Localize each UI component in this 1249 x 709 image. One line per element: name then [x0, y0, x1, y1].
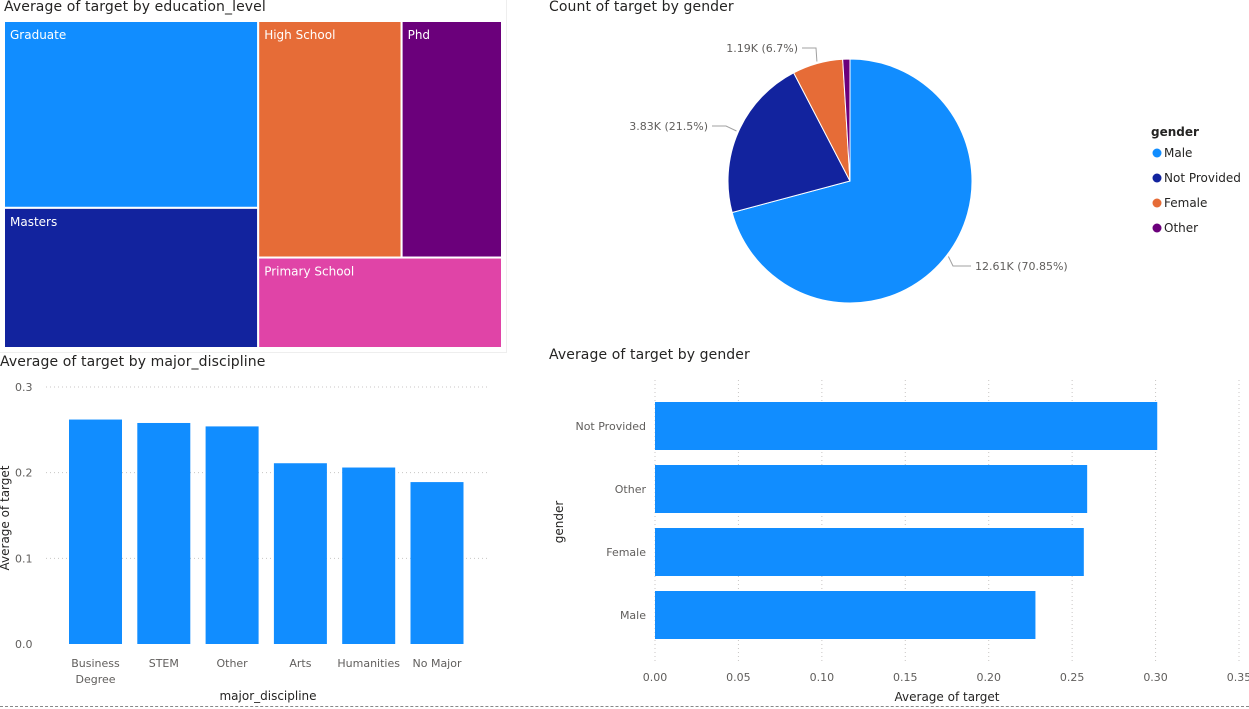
bar-visual[interactable]: Average of target by major_discipline 0.… [0, 352, 500, 706]
treemap-tile-high-school[interactable] [257, 20, 403, 259]
hbar-visual[interactable]: Average of target by gender 0.00 0.05 0.10… [540, 344, 1249, 706]
pie-title: Count of target by gender [549, 0, 734, 15]
bar-x-tick-label-arts: Arts [289, 657, 311, 670]
hbar-x-tick-label: 0.20 [976, 671, 1001, 684]
pie-leader-female [802, 47, 818, 62]
page-bottom-border [0, 706, 1249, 707]
pie-legend-marker-not-provided [1152, 173, 1162, 183]
bar-x-tick-label-no-major: No Major [413, 657, 462, 670]
hbar-x-tick-label: 0.25 [1060, 671, 1085, 684]
bar-y-tick-label: 0.1 [15, 552, 33, 565]
bar-arts[interactable] [273, 463, 327, 644]
pie-visual[interactable]: Count of target by gender 12.61K (70.85%… [540, 0, 1249, 340]
treemap-tile-masters[interactable] [3, 206, 260, 349]
bar-x-tick-label-business-degree: Business [71, 657, 120, 670]
bar-x-axis-title: major_discipline [219, 689, 316, 703]
hbar-chart[interactable]: 0.00 0.05 0.10 0.15 0.20 0.25 0.30 0.35 Not Prov… [540, 344, 1249, 706]
hbar-y-tick-label-not-provided: Not Provided [575, 420, 646, 433]
pie-legend-marker-male [1152, 148, 1162, 158]
hbar-y-tick-label-female: Female [606, 546, 646, 559]
hbar-bar-other[interactable] [655, 465, 1088, 513]
bar-x-tick-label-other: Other [216, 657, 248, 670]
bar-no-major[interactable] [410, 482, 464, 644]
treemap-title: Average of target by education_level [4, 0, 266, 15]
treemap-tile-phd[interactable] [400, 20, 504, 259]
hbar-x-tick-label: 0.10 [810, 671, 835, 684]
pie-data-label-not-provided: 3.83K (21.5%) [629, 120, 708, 133]
pie-legend-item-female[interactable]: Female [1164, 196, 1207, 210]
pie-data-label-male: 12.61K (70.85%) [975, 260, 1068, 273]
bar-x-tick-label-stem: STEM [149, 657, 179, 670]
pie-legend-item-male[interactable]: Male [1164, 146, 1192, 160]
hbar-x-tick-label: 0.00 [643, 671, 668, 684]
bar-business-degree[interactable] [69, 419, 122, 644]
treemap-label-primary-school: Primary School [264, 265, 354, 279]
hbar-title: Average of target by gender [549, 347, 750, 363]
hbar-y-tick-label-male: Male [620, 609, 646, 622]
hbar-x-tick-label: 0.30 [1143, 671, 1168, 684]
hbar-bar-not-provided[interactable] [655, 402, 1158, 450]
treemap-label-masters: Masters [10, 215, 57, 229]
hbar-y-tick-label-other: Other [615, 483, 647, 496]
hbar-x-tick-label: 0.05 [726, 671, 751, 684]
treemap-tile-primary-school[interactable] [257, 256, 503, 349]
pie-chart[interactable]: 12.61K (70.85%) 3.83K (21.5%) 1.19K (6.7%)… [540, 0, 1249, 340]
hbar-x-tick-label: 0.35 [1227, 671, 1249, 684]
hbar-x-tick-label: 0.15 [893, 671, 918, 684]
treemap-chart[interactable]: Graduate Masters High School Phd Primary Sch… [0, 0, 506, 352]
pie-leader-male [947, 256, 971, 267]
pie-legend-title: gender [1151, 125, 1199, 139]
treemap-visual[interactable]: Average of target by education_level Gra… [0, 0, 506, 352]
hbar-x-axis-title: Average of target [895, 690, 1000, 704]
treemap-tile-graduate[interactable] [3, 20, 260, 209]
pie-slice-male[interactable] [731, 58, 973, 304]
hbar-y-axis-title: gender [552, 501, 566, 544]
pie-slice-other[interactable] [842, 58, 851, 182]
pie-legend-item-not-provided[interactable]: Not Provided [1164, 171, 1241, 185]
bar-other[interactable] [205, 426, 259, 644]
hbar-bar-female[interactable] [655, 528, 1084, 576]
treemap-label-high-school: High School [264, 28, 335, 42]
treemap-label-phd: Phd [408, 28, 430, 42]
pie-data-label-female: 1.19K (6.7%) [726, 42, 798, 55]
pie-legend-marker-other [1152, 223, 1162, 233]
pie-legend-marker-female [1152, 198, 1162, 208]
bar-stem[interactable] [137, 422, 191, 644]
pie-leader-not-provided [712, 125, 737, 132]
bar-y-tick-label: 0.0 [15, 638, 33, 651]
pie-legend-item-other[interactable]: Other [1164, 221, 1198, 235]
bar-x-tick-label-business-degree: Degree [75, 673, 115, 686]
pie-slice-not-provided[interactable] [727, 72, 851, 214]
treemap-label-graduate: Graduate [10, 28, 66, 42]
bar-y-tick-label: 0.2 [15, 467, 33, 480]
bar-y-tick-label: 0.3 [15, 381, 33, 394]
bar-y-axis-title: Average of target [0, 465, 12, 570]
bar-humanities[interactable] [342, 467, 396, 644]
bar-chart[interactable]: 0.0 0.1 0.2 0.3 Business Degree STEM Other Arts H… [0, 352, 500, 706]
hbar-bar-male[interactable] [655, 591, 1036, 639]
bar-title: Average of target by major_discipline [0, 354, 266, 370]
bar-x-tick-label-humanities: Humanities [337, 657, 400, 670]
